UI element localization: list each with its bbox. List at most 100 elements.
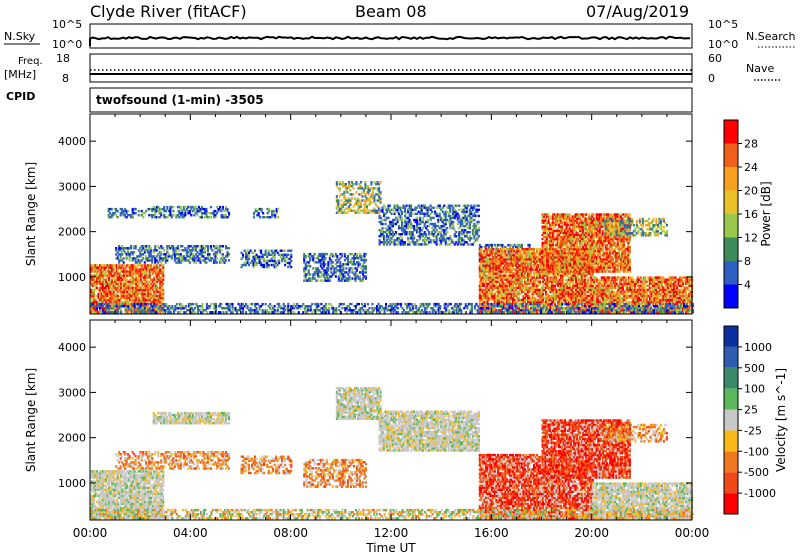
- data-cell: [383, 241, 386, 244]
- data-cell: [355, 181, 358, 184]
- data-cell: [413, 218, 416, 222]
- data-cell: [146, 259, 149, 262]
- data-cell: [109, 284, 112, 288]
- data-cell: [160, 294, 163, 298]
- data-cell: [224, 259, 227, 262]
- data-cell: [477, 226, 480, 230]
- data-cell: [156, 272, 159, 275]
- data-cell: [90, 307, 93, 310]
- data-cell: [345, 257, 348, 260]
- data-cell: [96, 309, 99, 312]
- data-cell: [401, 218, 404, 222]
- data-cell: [407, 224, 410, 228]
- data-cell: [407, 210, 410, 214]
- data-cell: [162, 282, 165, 286]
- data-cell: [354, 271, 357, 274]
- data-cell: [417, 226, 420, 230]
- data-cell: [127, 247, 130, 250]
- data-cell: [351, 269, 354, 272]
- data-cell: [96, 276, 99, 279]
- data-cell: [209, 212, 212, 215]
- data-cell: [99, 274, 102, 277]
- data-cell: [136, 290, 139, 294]
- data-cell: [335, 185, 338, 188]
- data-cell: [137, 209, 140, 213]
- data-cell: [316, 261, 319, 264]
- data-cell: [364, 209, 367, 212]
- data-cell: [341, 205, 344, 208]
- data-cell: [114, 264, 117, 267]
- data-cell: [348, 252, 351, 256]
- data-cell: [108, 309, 111, 312]
- data-cell: [331, 273, 334, 276]
- data-cell: [93, 309, 96, 312]
- data-cell: [352, 255, 355, 258]
- data-cell: [414, 212, 417, 216]
- data-cell: [264, 259, 267, 263]
- data-cell: [386, 239, 389, 242]
- data-cell: [115, 278, 118, 281]
- data-cell: [410, 222, 413, 226]
- data-cell: [157, 274, 160, 277]
- data-cell: [112, 268, 115, 271]
- data-cell: [115, 253, 118, 256]
- data-cell: [419, 210, 422, 214]
- data-cell: [127, 266, 130, 269]
- data-cell: [99, 282, 102, 286]
- data-cell: [398, 237, 401, 240]
- data-cell: [354, 279, 357, 282]
- data-cell: [214, 255, 217, 258]
- data-cell: [184, 247, 187, 250]
- data-cell: [91, 309, 94, 312]
- data-cell: [135, 294, 138, 298]
- data-cell: [144, 294, 147, 298]
- data-cell: [91, 274, 94, 277]
- data-cell: [139, 298, 142, 302]
- data-cell: [176, 261, 179, 264]
- data-cell: [150, 300, 153, 304]
- data-cell: [187, 259, 190, 262]
- data-cell: [150, 292, 153, 296]
- data-cell: [151, 284, 154, 288]
- data-cell: [221, 214, 224, 217]
- data-cell: [118, 274, 121, 277]
- data-cell: [341, 203, 344, 206]
- data-cell: [109, 296, 112, 300]
- data-cell: [114, 280, 117, 283]
- data-cell: [90, 311, 93, 314]
- data-cell: [127, 292, 130, 296]
- data-cell: [91, 298, 94, 302]
- data-cell: [569, 282, 572, 286]
- data-cell: [407, 216, 410, 220]
- data-cell: [304, 269, 307, 272]
- data-cell: [360, 257, 363, 260]
- data-cell: [477, 220, 480, 224]
- data-cell: [271, 212, 274, 215]
- data-cell: [158, 209, 161, 213]
- data-cell: [365, 211, 368, 214]
- data-cell: [199, 209, 202, 213]
- data-cell: [215, 247, 218, 250]
- data-cell: [129, 309, 132, 312]
- data-cell: [285, 261, 288, 265]
- data-cell: [103, 307, 106, 310]
- data-cell: [142, 264, 145, 267]
- data-cell: [288, 257, 291, 261]
- data-cell: [190, 207, 193, 211]
- data-cell: [258, 249, 261, 252]
- data-cell: [169, 212, 172, 215]
- data-cell: [99, 270, 102, 273]
- data-cell: [126, 284, 129, 288]
- data-cell: [373, 211, 376, 214]
- data-cell: [401, 241, 404, 244]
- data-cell: [367, 185, 370, 188]
- data-cell: [284, 253, 287, 257]
- data-cell: [248, 263, 251, 267]
- data-cell: [96, 294, 99, 298]
- data-cell: [246, 259, 249, 263]
- data-cell: [184, 212, 187, 215]
- data-cell: [325, 277, 328, 280]
- data-cell: [121, 282, 124, 286]
- data-cell: [401, 206, 404, 209]
- data-cell: [340, 205, 343, 208]
